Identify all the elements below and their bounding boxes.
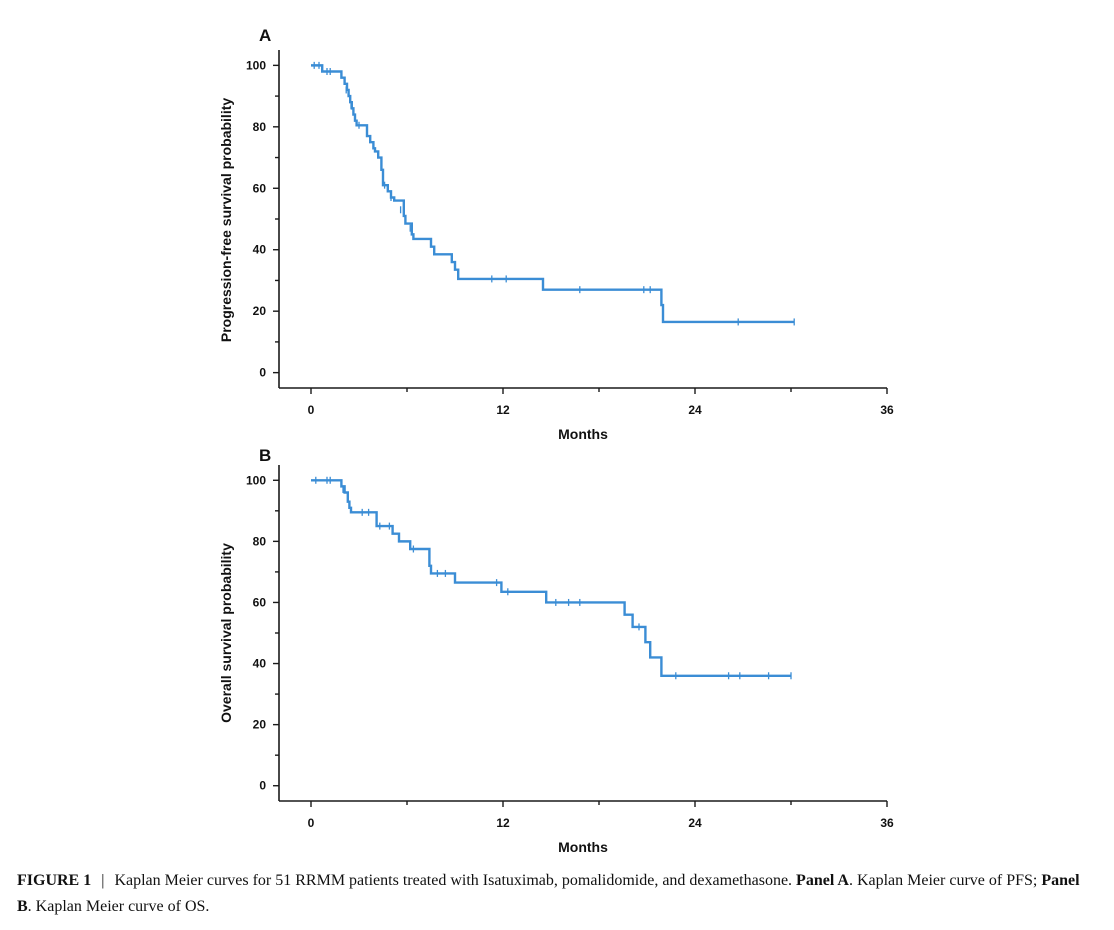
panel-a-y-tick-label: 80 <box>253 120 267 134</box>
caption-figure-label: FIGURE 1 <box>17 872 92 889</box>
figure-caption: FIGURE 1 | Kaplan Meier curves for 51 RRMM… <box>17 868 1097 920</box>
panel-b-x-axis-title: Months <box>558 839 608 855</box>
panel-a-x-tick-label: 36 <box>880 403 894 417</box>
panel-b-y-tick-label: 40 <box>253 657 267 671</box>
panel-a-y-tick-label: 100 <box>246 58 266 72</box>
caption-text-pfs: . Kaplan Meier curve of PFS; <box>848 872 1038 889</box>
caption-panel-a-label: Panel A <box>796 872 849 889</box>
panel-b-x-tick-label: 24 <box>688 816 702 830</box>
panel-a-chart: A Progression-free survival probability … <box>218 26 894 442</box>
panel-a-x-axis-title: Months <box>558 426 608 442</box>
caption-separator: | <box>101 872 105 889</box>
panel-b-y-axis-title: Overall survival probability <box>218 543 234 723</box>
panel-b-y-tick-label: 20 <box>253 718 267 732</box>
panel-b-x-tick-label: 36 <box>880 816 894 830</box>
panel-b-km-curve <box>311 479 791 677</box>
panel-a-km-curve <box>311 64 795 324</box>
panel-a-x-tick-label: 24 <box>688 403 702 417</box>
panel-b-y-tick-label: 0 <box>259 779 266 793</box>
panel-a-y-tick-label: 40 <box>253 243 267 257</box>
panel-b-chart: B Overall survival probability Months 0 2… <box>218 446 894 855</box>
panel-a-y-tick-label: 60 <box>253 181 267 195</box>
panel-a-x-tick-label: 0 <box>308 403 315 417</box>
panel-a-y-tick-label: 20 <box>253 304 267 318</box>
panel-a-y-tick-label: 0 <box>259 366 266 380</box>
caption-text-main: Kaplan Meier curves for 51 RRMM patients… <box>114 872 793 889</box>
kaplan-meier-figure: A Progression-free survival probability … <box>218 26 894 855</box>
panel-b-y-tick-label: 100 <box>246 473 266 487</box>
panel-a-letter: A <box>259 26 271 45</box>
panel-a-x-tick-label: 12 <box>496 403 510 417</box>
panel-a-y-axis-title: Progression-free survival probability <box>218 98 234 343</box>
panel-b-y-tick-label: 80 <box>253 534 267 548</box>
panel-b-x-tick-label: 0 <box>308 816 315 830</box>
caption-panel-b-label: Panel B <box>17 872 1080 915</box>
panel-b-letter: B <box>259 446 271 465</box>
panel-b-x-tick-label: 12 <box>496 816 510 830</box>
caption-text-os: . Kaplan Meier curve of OS. <box>27 898 210 915</box>
panel-b-y-tick-label: 60 <box>253 595 267 609</box>
